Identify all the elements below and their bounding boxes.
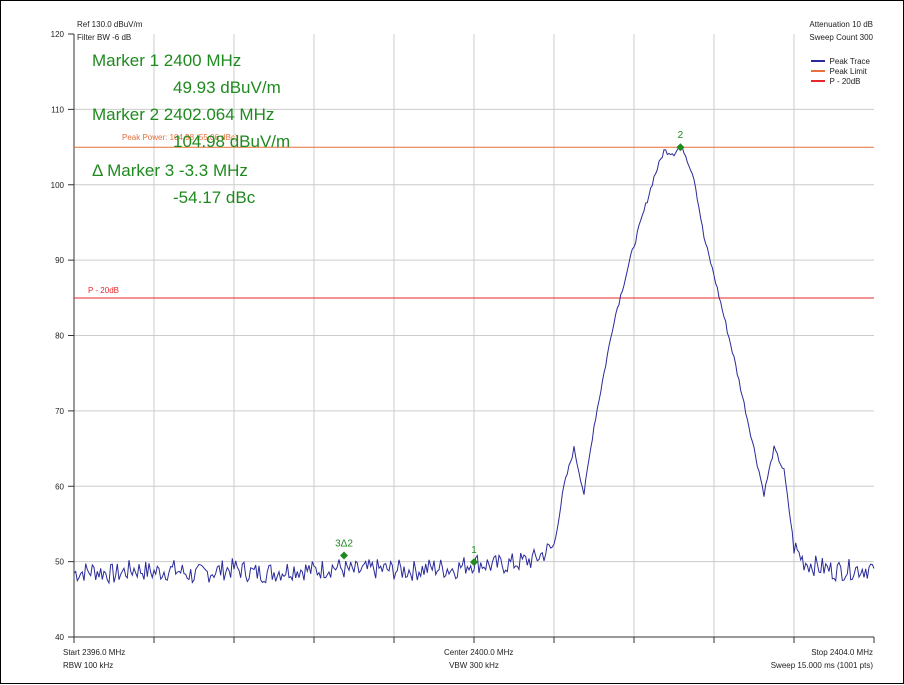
y-tick-label: 50 bbox=[55, 558, 64, 567]
marker-diamond bbox=[340, 551, 348, 560]
legend-swatch bbox=[810, 70, 825, 72]
marker3-label: Δ Marker 3 -3.3 MHz bbox=[92, 161, 248, 180]
legend-item-peak-limit: Peak Limit bbox=[810, 66, 870, 76]
marker1-label: Marker 1 2400 MHz bbox=[92, 51, 242, 70]
marker-label: 1 bbox=[471, 545, 477, 556]
rbw: RBW 100 kHz bbox=[63, 661, 114, 670]
legend-item-peak-trace: Peak Trace bbox=[810, 56, 870, 66]
marker2-value: 104.98 dBuV/m bbox=[173, 132, 291, 151]
sweep-count: Sweep Count 300 bbox=[809, 33, 873, 42]
sweep-time: Sweep 15.000 ms (1001 pts) bbox=[770, 661, 873, 670]
marker2-label: Marker 2 2402.064 MHz bbox=[92, 105, 275, 124]
y-tick-label: 60 bbox=[55, 482, 64, 491]
filter-bw: Filter BW -6 dB bbox=[77, 33, 132, 42]
marker-diamond bbox=[470, 558, 478, 567]
legend-label: Peak Trace bbox=[829, 56, 870, 66]
legend-item-p20: P - 20dB bbox=[810, 76, 870, 86]
peak-trace-line bbox=[73, 146, 875, 585]
marker3-value: -54.17 dBc bbox=[173, 188, 256, 207]
legend: Peak Trace Peak Limit P - 20dB bbox=[810, 56, 870, 86]
y-tick-label: 120 bbox=[51, 30, 65, 39]
stop-frequency: Stop 2404.0 MHz bbox=[811, 648, 873, 657]
p20-label: P - 20dB bbox=[88, 286, 119, 295]
y-tick-label: 90 bbox=[55, 256, 64, 265]
marker-diamond bbox=[676, 143, 685, 152]
vbw: VBW 300 kHz bbox=[449, 661, 499, 670]
center-frequency: Center 2400.0 MHz bbox=[444, 648, 514, 657]
attenuation: Attenuation 10 dB bbox=[809, 20, 873, 29]
peak-power-label: Peak Power: 104.98 (55.06 dBc) bbox=[122, 133, 238, 142]
legend-label: P - 20dB bbox=[829, 76, 861, 86]
y-tick-label: 40 bbox=[55, 633, 64, 642]
marker-label: 2 bbox=[678, 130, 684, 141]
legend-label: Peak Limit bbox=[829, 66, 867, 76]
legend-swatch bbox=[810, 80, 825, 82]
legend-swatch bbox=[810, 60, 825, 62]
marker1-value: 49.93 dBuV/m bbox=[173, 78, 281, 97]
marker-label: 3Δ2 bbox=[335, 539, 353, 550]
y-tick-label: 100 bbox=[51, 181, 65, 190]
start-frequency: Start 2396.0 MHz bbox=[63, 648, 126, 657]
y-tick-label: 70 bbox=[55, 407, 64, 416]
y-tick-label: 110 bbox=[51, 105, 64, 114]
y-tick-label: 80 bbox=[55, 332, 64, 341]
ref-level: Ref 130.0 dBuV/m bbox=[77, 20, 143, 29]
